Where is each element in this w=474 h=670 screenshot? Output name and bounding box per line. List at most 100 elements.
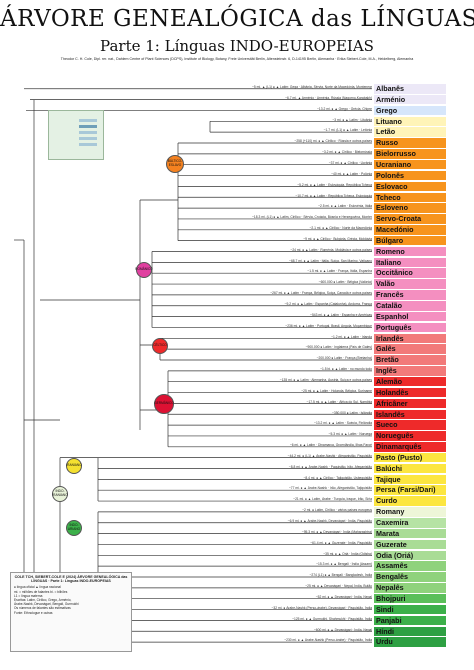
language-details: ~6 mi. ● ▲ Latim · Dinamarca, Groenlândi… (289, 443, 372, 448)
language-details: ~25 mi. ● ▲ Latim · Holanda, Bélgica, Su… (301, 388, 372, 393)
language-label: Balúchi (374, 463, 446, 474)
language-label: Bielorrusso (374, 149, 446, 159)
group-node: INDO- ARIANO (66, 520, 82, 536)
language-label: Dinamarquês (374, 442, 446, 452)
language-details: ~10.7 mi. ● ▲ Latim · República Tcheca, … (295, 193, 372, 198)
language-label: Eslovaco (374, 181, 446, 192)
inset-highlight (79, 143, 97, 146)
language-details: ~6.9 mi. ● ▲ Árabe-Nashk, Devanágari · Í… (287, 519, 372, 523)
language-label: Letão (374, 127, 446, 137)
page-subtitle: Parte 1: Línguas INDO-EUROPEIAS (100, 37, 374, 55)
language-label: Italiano (374, 257, 446, 268)
author-credits: Theodor C. H. Cole, Dipl. rer. nat., Dah… (60, 57, 414, 61)
language-details: ~3 mi. ● ▲ Latim · Lituânia (332, 117, 372, 122)
legend-heading: COLE TCH, SIEBERT-COLE E (2024) ÁRVORE G… (14, 575, 128, 584)
language-details: ~68.7 mi. ● ▲ Latim · Itália, Suíça, San… (289, 258, 372, 263)
legend-box: COLE TCH, SIEBERT-COLE E (2024) ÁRVORE G… (10, 572, 132, 652)
group-node: INDO- IRANIANO (52, 486, 68, 502)
legend-line: Os números de falantes são estimativas (14, 606, 71, 611)
group-node: CÉLTICO (152, 338, 168, 354)
language-details: ~258 (+110) mi. ● ▲ Cirílico · Rússia e … (294, 139, 372, 144)
language-details: ~15.3 mi. ● ▲ Bengali · Índia (Assam) (316, 562, 372, 567)
legend-line: Fonte: Ethnologue e outras (14, 610, 53, 615)
language-label: Português (374, 322, 446, 333)
language-label: Tajique (374, 474, 446, 485)
group-node: BÁLTICO- ESLAVO (166, 155, 184, 173)
language-details: ~9.2 mi. ● ▲ Latim · Espanha (Catalunha)… (284, 302, 372, 306)
page-title: ÁRVORE GENEALÓGICA das LÍNGUAS (0, 6, 474, 32)
language-label: Irlandês (374, 333, 446, 344)
language-details: ~1.5 bi. ● ▲ Latim · no mundo todo (320, 367, 372, 372)
language-details: ~25 mi. ● ▲ Devanágari · Nepal, Índia, B… (305, 584, 372, 589)
language-label: Bretão (374, 355, 446, 365)
language-label: Caxemira (374, 518, 446, 528)
language-details: ~267 mi. ● ▲ Latim · França, Bélgica, Su… (270, 291, 372, 296)
inset-highlight (79, 119, 97, 122)
language-details: ~2.5 mi. ● ▲ Latim · Eslovénia, Itália (318, 204, 372, 209)
language-label: Alemão (374, 376, 446, 387)
language-details: ~125 mi. ● ▲ Gurmukhi, Shahmukhi · Paqui… (292, 616, 372, 621)
language-label: Lituano (374, 116, 446, 127)
language-label: Esloveno (374, 203, 446, 213)
language-details: ~200.000 ● Latim · França (Bretanha) (316, 356, 372, 361)
language-label: Arménio (374, 94, 446, 105)
language-label: Holandês (374, 387, 446, 398)
language-details: ~52 mi. ● ▲ Devanágari · Índia, Nepal (315, 594, 372, 599)
language-label: Inglês (374, 366, 446, 376)
language-label: Guzerate (374, 539, 446, 550)
language-label: Persa (Farsi/Dari) (374, 485, 446, 495)
language-label: Romeno (374, 246, 446, 257)
language-label: Nepalês (374, 583, 446, 593)
language-details: ~2.1 mi. ● ▲ Cirílico · Norte da Macedón… (309, 226, 372, 231)
group-node: GERMÂNICO (154, 394, 174, 414)
language-details: ~5.3 mi. ● ▲ Latim · Noruega (328, 432, 372, 437)
language-label: Macedónio (374, 225, 446, 235)
language-details: ~32 mi. ● Árabe-Nashk (Perso-árabe), Dev… (271, 605, 373, 610)
language-details: ~8.8 mi. ● ▲ Árabe-Nashk · Paquistão, Ir… (288, 464, 372, 469)
language-label: Grego (374, 105, 446, 116)
language-details: ~230 mi. ● ▲ Árabe-Nashk (Perso-árabe) ·… (284, 638, 372, 643)
language-label: Occitânico (374, 268, 446, 278)
language-label: Romany (374, 507, 446, 517)
language-label: Russo (374, 138, 446, 148)
language-label: Galês (374, 344, 446, 354)
language-details: ~5.2 mi. ● ▲ Latim · Eslováquia, Repúbli… (297, 182, 372, 187)
language-label: Sueco (374, 420, 446, 430)
language-label: Híndi (374, 626, 446, 636)
language-label: Tcheco (374, 192, 446, 202)
language-details: ~2 mi. ● Latim, Cirílico · vários países… (302, 508, 372, 513)
language-details: ~236 mi. ● ▲ Latim · Portugal, Brasil, A… (285, 323, 372, 328)
language-details: ~1.2 mi. ● ▲ Latim · Irlanda (331, 334, 372, 339)
language-label: Albanês (374, 84, 446, 94)
language-label: Marata (374, 528, 446, 539)
language-details: ~13.2 mi. ● ▲ Grego · Grécia, Chipre (316, 106, 372, 111)
legend-line: mi. = milhões de falantes bi. = bilhões (14, 589, 68, 594)
inset-highlight (79, 137, 97, 140)
language-details: ~40 mi. ● ▲ Latim · Polónia (331, 171, 372, 176)
language-label: Catalão (374, 301, 446, 311)
overview-inset-tree (48, 110, 104, 160)
language-details: ~13.2 mi. ● ▲ Latim · Suécia, Finlândia (314, 421, 372, 426)
legend-line: ● língua oficial ▲ língua nacional (14, 585, 61, 590)
language-details: ~8.4 mi. ● ▲ Cirílico · Tajiquistão, Usb… (303, 475, 372, 480)
language-label: Servo-Croata (374, 214, 446, 224)
group-node: IRANIANO (66, 458, 82, 474)
language-details: ~44.2 mi. ● (L1) ▲ Árabe-Nashk · Afegani… (287, 453, 372, 458)
language-details: ~24 mi. ● ▲ Latim · Roménia, Moldávia e … (290, 247, 372, 252)
language-label: Norueguês (374, 431, 446, 441)
legend-line: L1 = língua materna (14, 593, 43, 598)
language-details: ~18.3 mi. (L1) ● ▲ Latim, Cirílico · Sér… (252, 215, 372, 220)
language-details: ~37 mi. ● ▲ Cirílico · Ucrânia (328, 160, 372, 165)
language-label: Bhojpuri (374, 593, 446, 604)
language-details: ~95.3 mi. ● ▲ Devanágari · Índia (Mahara… (301, 529, 372, 534)
language-label: Pasto (Pusto) (374, 452, 446, 463)
language-details: ~17.5 mi. ● ▲ Latim · África do Sul, Nam… (306, 399, 372, 404)
language-details: ~77 mi. ● ▲ Árabe-Nashk · Irão, Afeganis… (288, 486, 372, 491)
language-details: ~600 mi. ● ▲ Devanágari · Índia, Nepal (313, 627, 372, 632)
language-label: Panjabi (374, 615, 446, 626)
language-details: ~900.000 ● Latim · Inglaterra (País de G… (305, 345, 372, 350)
language-label: Islandês (374, 409, 446, 419)
language-details: ~350.000 ● Latim · Islândia (331, 410, 372, 415)
language-details: ~21 mi. ● ▲ Latim, Árabe · Turquia, Iraq… (293, 497, 372, 502)
language-details: ~35 mi. ● ▲ Oriá · Índia (Odisha) (323, 551, 372, 556)
